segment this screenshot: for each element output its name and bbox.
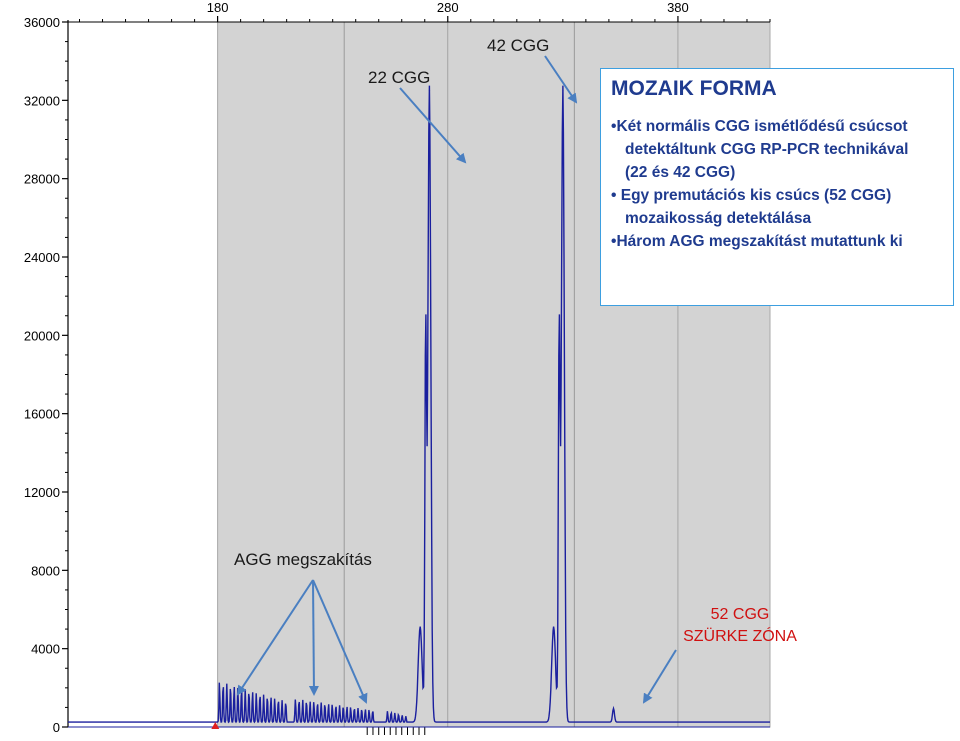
info-line: • Egy premutációs kis csúcs (52 CGG): [611, 187, 892, 204]
label-grey-zone: SZÜRKE ZÓNA: [683, 628, 797, 645]
annotation-arrow: [544, 55, 578, 104]
label-52-cgg-grey-zone: 52 CGG SZÜRKE ZÓNA: [678, 604, 802, 648]
y-tick-label: 0: [53, 720, 60, 735]
label-agg-interruption: AGG megszakítás: [234, 550, 372, 569]
label-52-cgg: 52 CGG: [710, 606, 770, 623]
y-tick-label: 12000: [24, 485, 60, 500]
annotation-arrow: [312, 579, 368, 704]
info-line: •Három AGG megszakítást mutattunk ki: [611, 233, 903, 250]
x-tick-label: 180: [207, 0, 229, 15]
x-axis: 180 280 380: [68, 0, 771, 735]
y-tick-label: 20000: [24, 328, 60, 343]
annotation-arrow: [308, 579, 319, 696]
info-line: •Két normális CGG ismétlődésű csúcsot: [611, 118, 908, 135]
grid-lines: [343, 22, 575, 727]
y-tick-label: 28000: [24, 172, 60, 187]
bin-zone: [217, 21, 449, 728]
signal-trace: [68, 85, 770, 729]
info-line: detektáltunk CGG RP-PCR technikával: [625, 141, 909, 158]
info-line: (22 és 42 CGG): [625, 164, 736, 181]
info-title: MOZAIK FORMA: [611, 77, 777, 100]
trace-line: [68, 85, 770, 724]
y-tick-label: 8000: [31, 563, 60, 578]
info-list: •Két normális CGG ismétlődésű csúcsot de…: [611, 115, 943, 253]
y-axis: 0 4000 8000 12000 16000 20000 24000 28000 32000 3…: [24, 15, 69, 735]
info-line: mozaikosság detektálása: [625, 210, 812, 227]
y-tick-label: 36000: [24, 15, 60, 30]
annotation-arrow: [399, 87, 467, 164]
label-42-cgg: 42 CGG: [487, 36, 550, 55]
info-box: MOZAIK FORMA •Két normális CGG ismétlődé…: [600, 68, 954, 306]
annotation-arrow: [236, 579, 314, 696]
label-22-cgg: 22 CGG: [368, 68, 431, 87]
start-marker: [211, 722, 220, 729]
x-tick-label: 380: [667, 0, 689, 15]
y-tick-label: 4000: [31, 642, 60, 657]
y-tick-label: 32000: [24, 93, 60, 108]
y-tick-label: 24000: [24, 250, 60, 265]
annotation-arrow: [642, 649, 677, 704]
y-tick-label: 16000: [24, 407, 60, 422]
annotation-arrows: [236, 55, 677, 704]
x-tick-label: 280: [437, 0, 459, 15]
